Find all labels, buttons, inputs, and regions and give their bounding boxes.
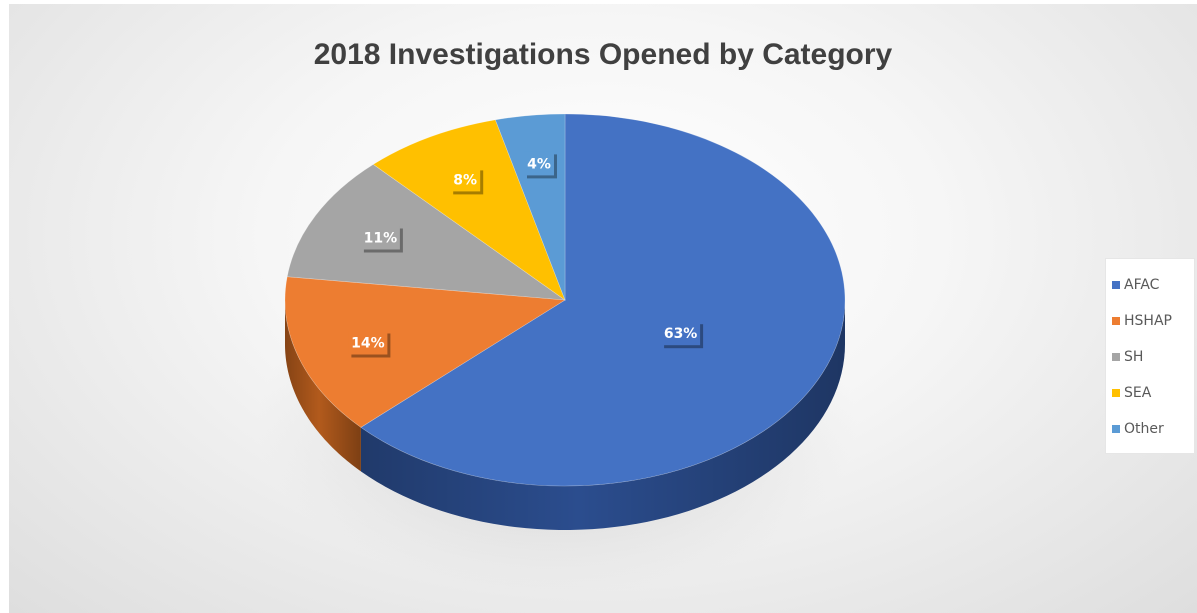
pie-side-shade-hshap [285,300,361,472]
legend-item-sea: SEA [1106,375,1194,411]
chart-area: 2018 Investigations Opened by Category 6… [9,4,1197,613]
legend-swatch-sh [1112,353,1120,361]
legend-label-afac: AFAC [1124,277,1160,293]
data-label-box-sea [450,167,481,192]
legend-item-other: Other [1106,411,1194,447]
legend-label-other: Other [1124,421,1164,437]
legend-item-sh: SH [1106,339,1194,375]
legend-swatch-hshap [1112,317,1120,325]
pie-slice-sea [372,119,566,301]
legend-swatch-other [1112,425,1120,433]
pie-slice-afac [360,113,846,487]
data-label-afac: 63% [664,326,698,342]
legend-label-sea: SEA [1124,385,1152,401]
pie-slice-sh [286,164,567,301]
legend-swatch-afac [1112,281,1120,289]
data-label-sh: 11% [364,231,398,247]
chart-title: 2018 Investigations Opened by Category [313,38,893,71]
data-label-box-other [524,151,554,176]
data-label-sea: 8% [453,172,477,188]
pie-side-shade-afac [360,300,845,530]
data-label-hshap: 14% [351,336,385,352]
data-label-box-afac [661,321,701,346]
pie-chart: 63% 14% 11% 8% 4% [257,113,857,594]
data-label-box-sh [360,225,400,250]
legend-label-hshap: HSHAP [1124,313,1172,329]
legend-swatch-sea [1112,389,1120,397]
legend-item-hshap: HSHAP [1106,303,1194,339]
legend-item-afac: AFAC [1106,267,1194,303]
data-label-box-hshap [348,330,388,355]
chart-legend: AFAC HSHAP SH SEA Other [1105,258,1195,454]
data-label-other: 4% [527,156,551,172]
pie-slice-hshap [284,276,566,428]
legend-label-sh: SH [1124,349,1144,365]
